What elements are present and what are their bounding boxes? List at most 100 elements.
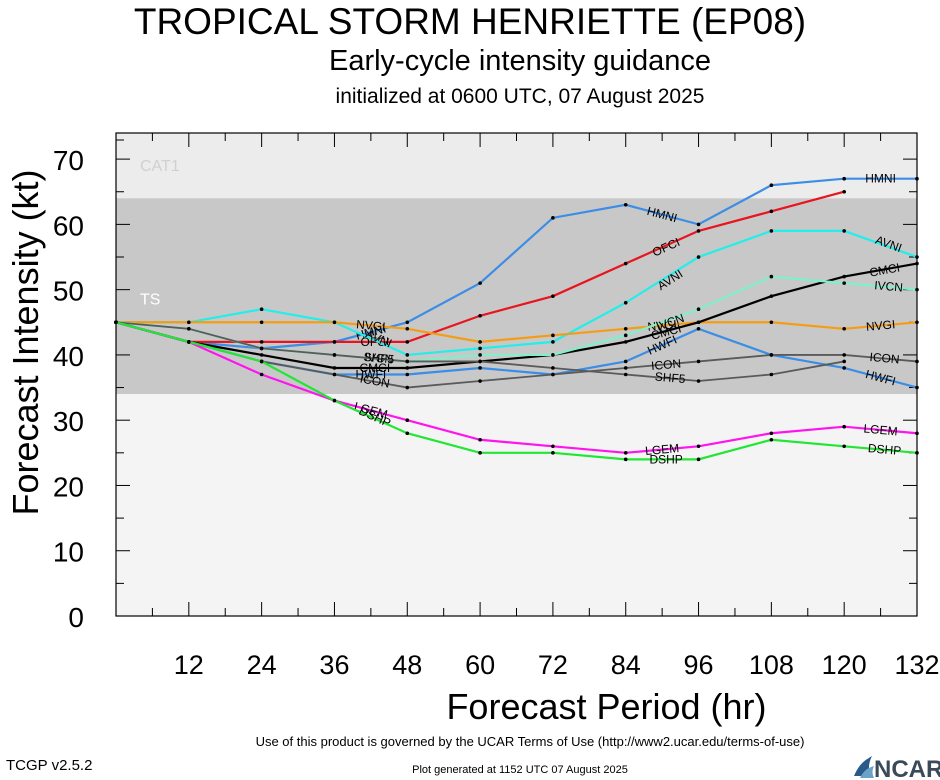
data-point-shf5 bbox=[187, 327, 191, 331]
data-point-avni bbox=[696, 255, 701, 259]
data-point-hmni bbox=[769, 183, 774, 188]
band-0 bbox=[116, 133, 917, 199]
data-point-dshp bbox=[769, 437, 774, 442]
data-point-ivcn bbox=[842, 281, 846, 285]
data-point-avni bbox=[623, 300, 628, 305]
data-point-shf5 bbox=[405, 359, 410, 364]
data-point-shf5 bbox=[623, 372, 628, 377]
x-tick-label: 96 bbox=[684, 650, 714, 680]
data-point-cmci bbox=[623, 340, 628, 344]
data-point-cmci bbox=[259, 353, 264, 357]
data-point-ofci bbox=[332, 340, 337, 344]
data-point-lgem bbox=[623, 451, 628, 455]
data-point-icon bbox=[478, 379, 482, 383]
data-point-icon bbox=[915, 359, 919, 364]
data-point-lgem bbox=[551, 444, 555, 449]
series-line-cmci bbox=[115, 262, 918, 370]
data-point-ivcn bbox=[915, 287, 919, 292]
data-point-cmci bbox=[696, 320, 701, 325]
data-point-icon bbox=[551, 372, 555, 377]
data-point-avni bbox=[915, 255, 919, 259]
series-label-lgem: LGEM bbox=[645, 441, 680, 458]
data-point-dshp bbox=[405, 431, 410, 436]
data-point-lgem bbox=[769, 431, 774, 436]
series-line-nvgi bbox=[116, 321, 918, 343]
data-point-hmni bbox=[478, 281, 482, 285]
data-point-ivcn bbox=[623, 333, 628, 338]
x-axis-label: Forecast Period (hr) bbox=[446, 686, 766, 727]
data-point-nvgi bbox=[842, 327, 846, 331]
generated-footer: Plot generated at 1152 UTC 07 August 202… bbox=[412, 764, 628, 776]
series-label-hmni: HMNI bbox=[865, 172, 896, 186]
data-point-dshp bbox=[259, 359, 264, 364]
data-point-ivcn bbox=[478, 353, 482, 357]
y-tick-label: 0 bbox=[68, 602, 84, 633]
data-point-ofci bbox=[623, 261, 628, 266]
data-point-lgem bbox=[915, 431, 919, 436]
y-tick-label: 70 bbox=[53, 145, 84, 176]
data-point-icon bbox=[332, 372, 337, 377]
data-point-icon bbox=[623, 366, 628, 370]
data-point-hwfi bbox=[915, 385, 919, 390]
data-point-nvgi bbox=[769, 320, 774, 325]
x-tick-label: 36 bbox=[319, 650, 349, 680]
data-point-hmni bbox=[405, 320, 410, 325]
data-point-ofci bbox=[696, 229, 701, 233]
data-point-ofci bbox=[478, 313, 482, 318]
series-label-cmci: CMCI bbox=[868, 260, 901, 279]
x-tick-label: 60 bbox=[465, 650, 495, 680]
data-point-nvgi bbox=[187, 320, 191, 325]
data-point-avni bbox=[551, 340, 555, 344]
data-point-ofci bbox=[405, 340, 410, 344]
series-line-avni bbox=[116, 229, 918, 357]
data-point-dshp bbox=[623, 457, 628, 462]
data-point-lgem bbox=[696, 444, 701, 449]
chart-title: TROPICAL STORM HENRIETTE (EP08) bbox=[133, 1, 807, 42]
data-point-shf5 bbox=[769, 372, 774, 377]
data-point-hwfi bbox=[405, 372, 410, 377]
data-point-ivcn bbox=[769, 274, 774, 279]
chart-subtitle: Early-cycle intensity guidance bbox=[328, 45, 711, 77]
data-point-ofci bbox=[842, 189, 846, 194]
data-point-hwfi bbox=[696, 327, 701, 331]
version-label: TCGP v2.5.2 bbox=[6, 757, 93, 774]
series-label-shf5: SHF5 bbox=[654, 369, 686, 386]
logo-text: NCAR bbox=[874, 756, 940, 780]
data-point-ofci bbox=[259, 340, 264, 344]
series-label-icon: ICON bbox=[359, 371, 391, 390]
series-label-ivcn: IVCN bbox=[874, 278, 904, 295]
chart-init-line: initialized at 0600 UTC, 07 August 2025 bbox=[335, 85, 705, 108]
data-point-hwfi bbox=[842, 366, 846, 370]
data-point-shf5 bbox=[332, 353, 337, 357]
data-point-avni bbox=[478, 346, 482, 351]
x-tick-label: 108 bbox=[749, 650, 794, 680]
data-point-hmni bbox=[915, 176, 919, 181]
data-point-ivcn bbox=[551, 353, 555, 357]
series-line-dshp bbox=[115, 321, 918, 461]
x-tick-label: 12 bbox=[174, 650, 204, 680]
data-point-shf5 bbox=[478, 359, 482, 364]
band-2 bbox=[116, 394, 917, 616]
data-point-cmci bbox=[915, 261, 919, 266]
data-point-avni bbox=[769, 229, 774, 233]
y-tick-label: 60 bbox=[53, 210, 84, 241]
data-point-dshp bbox=[842, 444, 846, 449]
data-point-nvgi bbox=[551, 333, 555, 338]
series-label-icon: ICON bbox=[869, 350, 900, 367]
data-point-hmni bbox=[623, 202, 628, 207]
data-point-hwfi bbox=[623, 359, 628, 364]
data-point-shf5 bbox=[842, 359, 846, 364]
data-point-ivcn bbox=[696, 307, 701, 312]
data-point-ofci bbox=[551, 294, 555, 298]
data-point-nvgi bbox=[332, 320, 337, 325]
intensity-chart: CAT1 TS 0 10 20 30 40 50 60 70 12 24 36 48 60 72 84 96 108… bbox=[5, 132, 940, 727]
series-line-hmni bbox=[115, 177, 917, 350]
data-point-icon bbox=[405, 385, 410, 390]
series-label-icon: ICON bbox=[651, 356, 682, 373]
terms-footer: Use of this product is governed by the U… bbox=[255, 734, 805, 749]
series-label-nvgi: NVGI bbox=[865, 317, 895, 334]
data-point-dshp bbox=[696, 457, 701, 462]
series-label-dshp: DSHP bbox=[649, 452, 682, 466]
data-point-hmni bbox=[842, 176, 846, 181]
data-point-avni bbox=[842, 229, 846, 233]
